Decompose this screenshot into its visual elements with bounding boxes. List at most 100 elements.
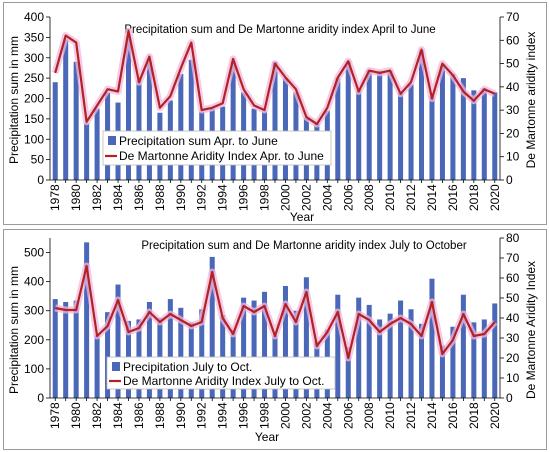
x-tick-label: 1986	[132, 184, 146, 211]
y-tick-label: 250	[24, 71, 44, 85]
precipitation-bar	[115, 284, 121, 398]
x-tick-label: 1990	[174, 402, 188, 429]
precipitation-bar	[439, 345, 445, 398]
legend: Precipitation July to Oct. De Martonne A…	[106, 356, 336, 390]
precipitation-bar	[481, 88, 487, 180]
precipitation-bar	[73, 300, 79, 398]
x-tick-label: 2010	[383, 184, 397, 211]
precipitation-bar	[105, 312, 111, 398]
precipitation-bar	[209, 256, 215, 398]
y-tick-label: 150	[24, 112, 44, 126]
x-tick-label: 1980	[69, 402, 83, 429]
y2-tick-label: 50	[506, 291, 520, 305]
precipitation-bar	[52, 299, 58, 398]
x-tick-label: 2006	[341, 402, 355, 429]
x-tick-label: 2014	[425, 402, 439, 429]
chart-top-svg: Precipitation sum and De Martonne aridit…	[7, 10, 538, 224]
legend-label-precipitation: Precipitation sum Apr. to June	[119, 134, 278, 148]
x-tick-label: 1978	[48, 402, 62, 429]
y-axis-label: Precipitation sum in mm	[7, 266, 21, 394]
precipitation-bar	[450, 74, 456, 180]
x-axis-label: Year	[255, 430, 279, 444]
precipitation-bar	[419, 323, 425, 398]
y2-tick-label: 80	[506, 231, 520, 245]
precipitation-bar	[73, 61, 79, 181]
x-tick-label: 2006	[341, 184, 355, 211]
precipitation-bar	[387, 313, 393, 398]
y-tick-label: 350	[24, 30, 44, 44]
x-tick-label: 1980	[69, 184, 83, 211]
x-tick-label: 2012	[404, 184, 418, 211]
precipitation-bar	[408, 84, 414, 180]
precipitation-bar	[492, 303, 498, 398]
y-tick-label: 100	[24, 362, 44, 376]
precipitation-bar	[63, 39, 69, 180]
precipitation-bar	[52, 82, 58, 180]
precipitation-bar	[84, 242, 90, 398]
x-tick-label: 2020	[488, 402, 502, 429]
precipitation-bar	[94, 108, 100, 180]
y2-tick-label: 70	[506, 10, 520, 24]
x-tick-label: 2002	[299, 184, 313, 211]
x-tick-label: 1996	[237, 402, 251, 429]
y-tick-label: 0	[37, 173, 44, 187]
precipitation-bar	[408, 309, 414, 398]
precipitation-bar	[94, 335, 100, 398]
y2-tick-label: 40	[506, 80, 520, 94]
x-tick-label: 2004	[320, 184, 334, 211]
precipitation-bar	[481, 319, 487, 398]
x-tick-label: 1998	[258, 402, 272, 429]
x-tick-label: 2018	[467, 402, 481, 429]
aridity-line	[54, 264, 496, 360]
y2-tick-label: 30	[506, 103, 520, 117]
legend-box	[102, 130, 332, 166]
legend: Precipitation sum Apr. to June De Marton…	[102, 130, 332, 166]
x-tick-label: 1988	[153, 184, 167, 211]
x-tick-label: 2016	[446, 184, 460, 211]
precipitation-bar	[366, 304, 372, 398]
x-tick-label: 1982	[90, 184, 104, 211]
x-tick-label: 1978	[48, 184, 62, 211]
legend-bar-swatch	[108, 136, 116, 145]
x-tick-label: 1998	[258, 184, 272, 211]
x-tick-label: 1982	[90, 402, 104, 429]
chart-panel-top: Precipitation sum and De Martonne aridit…	[3, 2, 547, 225]
precipitation-bar	[450, 326, 456, 398]
legend-label-aridity: De Martonne Aridity Index Apr. to June	[119, 149, 324, 163]
y-tick-label: 300	[24, 304, 44, 318]
precipitation-bar	[387, 70, 393, 180]
y-tick-label: 50	[31, 153, 45, 167]
y-tick-label: 400	[24, 10, 44, 24]
precipitation-bar	[356, 297, 362, 398]
chart-bottom-svg: Precipitation sum and De Martonne aridit…	[7, 231, 538, 444]
legend-box	[106, 356, 336, 390]
y-tick-label: 0	[37, 391, 44, 405]
precipitation-bar	[178, 307, 184, 398]
x-tick-label: 2010	[383, 402, 397, 429]
x-tick-label: 1994	[216, 402, 230, 429]
x-tick-label: 2008	[362, 402, 376, 429]
x-tick-label: 1992	[195, 184, 209, 211]
x-tick-label: 2002	[299, 402, 313, 429]
y2-tick-label: 0	[506, 391, 513, 405]
precipitation-bar	[398, 92, 404, 180]
precipitation-bar	[471, 322, 477, 398]
y-tick-label: 200	[24, 92, 44, 106]
precipitation-bar	[439, 65, 445, 180]
legend-label-aridity: De Martonne Aridity Index July to Oct.	[123, 374, 324, 388]
x-tick-label: 1996	[237, 184, 251, 211]
precipitation-bar	[429, 278, 435, 398]
x-tick-label: 2000	[278, 184, 292, 211]
precipitation-bar	[125, 37, 131, 180]
precipitation-bar	[429, 96, 435, 180]
precipitation-bar	[282, 286, 288, 398]
y-tick-label: 400	[24, 275, 44, 289]
y2-tick-label: 30	[506, 331, 520, 345]
precipitation-bar	[167, 299, 173, 398]
x-tick-label: 1986	[132, 402, 146, 429]
precipitation-bar	[84, 122, 90, 180]
y2-tick-label: 20	[506, 126, 520, 140]
legend-label-precipitation: Precipitation July to Oct.	[123, 360, 252, 374]
chart-title: Precipitation sum and De Martonne aridit…	[141, 240, 467, 252]
y2-tick-label: 10	[506, 371, 520, 385]
